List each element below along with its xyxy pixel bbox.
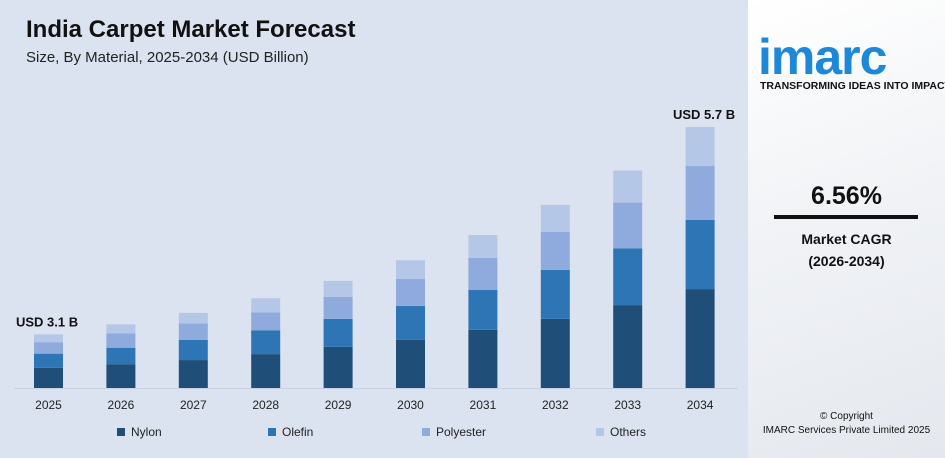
bar-segment-olefin-2034: [685, 219, 715, 290]
total-annotation: USD 5.7 B: [673, 107, 735, 122]
bar-segment-olefin-2025: [34, 353, 63, 368]
bar-segment-nylon-2034: [685, 289, 715, 388]
legend-item-olefin: Olefin: [268, 425, 313, 439]
legend-item-others: Others: [596, 425, 646, 439]
bar-segment-polyester-2032: [540, 231, 570, 270]
bar-segment-others-2025: [34, 334, 63, 343]
bar-segment-olefin-2031: [468, 290, 498, 330]
bar-segment-olefin-2027: [178, 339, 208, 361]
x-tick-label: 2033: [614, 398, 641, 412]
x-tick-label: 2028: [252, 398, 279, 412]
bar-segment-others-2033: [613, 170, 643, 203]
bar-segment-polyester-2026: [106, 333, 136, 348]
cagr-period: (2026-2034): [808, 253, 885, 269]
bar-segment-nylon-2026: [106, 364, 136, 388]
bar-segment-polyester-2025: [34, 342, 63, 354]
bar-segment-others-2034: [685, 127, 715, 166]
bar-segment-polyester-2028: [251, 312, 281, 331]
bar-segment-polyester-2027: [178, 323, 208, 340]
bar-segment-others-2031: [468, 235, 498, 258]
x-tick-label: 2029: [325, 398, 352, 412]
bar-segment-nylon-2031: [468, 329, 498, 388]
cagr-value: 6.56%: [811, 182, 882, 210]
bar-segment-olefin-2033: [613, 248, 643, 306]
legend-label: Polyester: [436, 425, 487, 439]
bar-segment-nylon-2028: [251, 354, 281, 388]
info-panel: imarc TRANSFORMING IDEAS INTO IMPACT 6.5…: [748, 0, 945, 458]
x-tick-label: 2026: [108, 398, 135, 412]
total-annotation: USD 3.1 B: [16, 314, 78, 329]
bar-segment-polyester-2033: [613, 202, 643, 249]
bar-segment-nylon-2029: [323, 346, 353, 388]
bar-segment-nylon-2033: [613, 305, 643, 388]
bar-segment-olefin-2028: [251, 330, 281, 355]
bar-segment-others-2027: [178, 312, 208, 324]
chart-panel: India Carpet Market Forecast Size, By Ma…: [0, 0, 748, 458]
brand-tagline: TRANSFORMING IDEAS INTO IMPACT: [760, 80, 945, 92]
legend-label: Nylon: [131, 425, 162, 439]
legend-swatch: [596, 428, 604, 436]
bar-segment-olefin-2026: [106, 347, 136, 365]
bar-segment-olefin-2029: [323, 318, 353, 347]
x-tick-label: 2032: [542, 398, 569, 412]
x-tick-label: 2030: [397, 398, 424, 412]
x-tick-label: 2034: [687, 398, 714, 412]
bar-segment-others-2026: [106, 324, 136, 334]
cagr-label: Market CAGR: [801, 231, 892, 247]
legend-swatch: [117, 428, 125, 436]
x-tick-label: 2027: [180, 398, 207, 412]
bar-segment-others-2029: [323, 280, 353, 297]
chart-subtitle: Size, By Material, 2025-2034 (USD Billio…: [26, 49, 309, 66]
legend-swatch: [268, 428, 276, 436]
legend-label: Others: [610, 425, 647, 439]
bar-segment-polyester-2030: [396, 279, 425, 307]
cagr-divider: [774, 215, 918, 219]
bar-segment-others-2032: [540, 204, 570, 232]
legend-item-polyester: Polyester: [422, 425, 486, 439]
bar-segment-others-2030: [396, 260, 425, 280]
legend-swatch: [422, 428, 430, 436]
legend-item-nylon: Nylon: [117, 425, 162, 439]
bar-segment-nylon-2025: [34, 367, 63, 388]
x-tick-label: 2031: [470, 398, 497, 412]
bar-segment-nylon-2030: [396, 339, 425, 388]
bar-segment-nylon-2027: [178, 360, 208, 388]
bar-segment-others-2028: [251, 298, 281, 313]
bar-segment-olefin-2032: [540, 269, 570, 319]
legend-label: Olefin: [282, 425, 314, 439]
company-name: IMARC Services Private Limited 2025: [762, 425, 931, 436]
chart-title: India Carpet Market Forecast: [26, 16, 356, 43]
bar-chart: 2025 USD 3.1 B 2026 2027 2028 2029 2030 2031 203…: [14, 107, 738, 412]
bar-segment-nylon-2032: [540, 318, 570, 388]
imarc-logo: imarc: [758, 29, 887, 85]
bar-segment-polyester-2034: [685, 165, 715, 220]
x-tick-label: 2025: [35, 398, 62, 412]
bar-segment-polyester-2031: [468, 257, 498, 291]
legend: Nylon Olefin Polyester Others: [0, 425, 748, 441]
copyright: © Copyright: [820, 411, 873, 422]
bar-segment-polyester-2029: [323, 296, 353, 319]
bar-segment-olefin-2030: [396, 306, 425, 340]
